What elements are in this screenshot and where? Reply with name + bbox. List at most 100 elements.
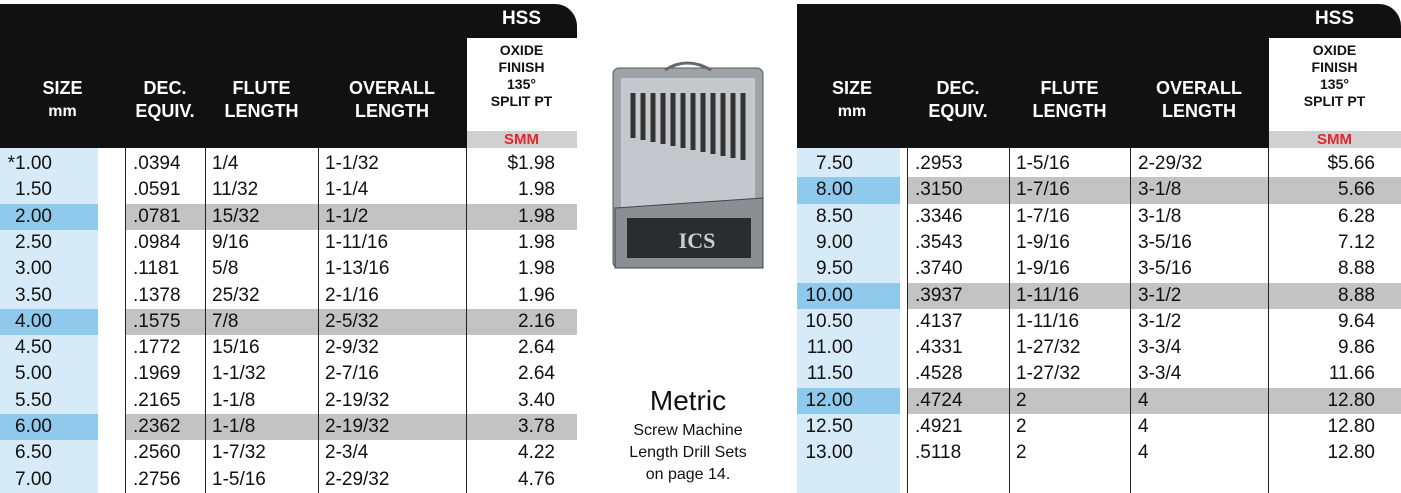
size-cell: 7.00 <box>0 467 52 493</box>
caption-line: Length Drill Sets <box>606 442 770 464</box>
table-cell: 7/8 <box>212 309 238 335</box>
table-cell: .2362 <box>133 414 181 440</box>
table-cell: 1-7/16 <box>1016 177 1070 203</box>
table-cell: 3-5/16 <box>1138 256 1192 282</box>
table-cell: .1181 <box>133 256 179 282</box>
table-cell: 2-5/32 <box>325 309 379 335</box>
size-cell: 1.50 <box>0 177 52 203</box>
table-cell: .4921 <box>915 414 963 440</box>
table-cell: 15/16 <box>212 335 260 361</box>
table-cell: 1-9/16 <box>1016 230 1070 256</box>
table-cell: 1-5/16 <box>212 467 266 493</box>
table-cell: .2165 <box>133 388 181 414</box>
column-header: mm <box>797 101 907 122</box>
table-cell: .0394 <box>133 151 181 177</box>
table-cell: 25/32 <box>212 283 260 309</box>
size-cell: 9.00 <box>797 230 853 256</box>
table-cell: 3-1/2 <box>1138 309 1181 335</box>
caption-line: on page 14. <box>606 464 770 486</box>
table-cell: .4528 <box>915 361 963 387</box>
table-cell: 2 <box>1016 388 1027 414</box>
group-header: HSS <box>466 8 577 30</box>
column-header: mm <box>0 101 125 122</box>
price-header-line: OXIDE <box>1268 42 1401 59</box>
table-cell: 3-1/8 <box>1138 177 1181 203</box>
table-cell: 1-1/32 <box>212 361 266 387</box>
table-cell: 1-11/16 <box>325 230 388 256</box>
size-cell: 13.00 <box>797 440 853 466</box>
price-cell: 1.98 <box>466 256 555 282</box>
column-header: EQUIV. <box>125 101 205 122</box>
table-cell: .4137 <box>915 309 963 335</box>
column-divider <box>907 148 908 493</box>
grade-header: SMM <box>1268 131 1401 148</box>
table-cell: .2560 <box>133 440 181 466</box>
price-cell: 1.98 <box>466 177 555 203</box>
column-header: OVERALL <box>1130 78 1268 99</box>
table-cell: 3-1/8 <box>1138 204 1181 230</box>
table-cell: 1-5/16 <box>1016 151 1070 177</box>
price-header-line: OXIDE <box>466 42 577 59</box>
size-cell: 3.50 <box>0 283 52 309</box>
table-cell: 4 <box>1138 388 1149 414</box>
table-cell: 9/16 <box>212 230 249 256</box>
table-cell: 2-19/32 <box>325 414 389 440</box>
table-cell: 1-11/16 <box>1016 309 1079 335</box>
size-cell: 2.50 <box>0 230 52 256</box>
table-cell: 3-3/4 <box>1138 335 1181 361</box>
table-cell: 2-29/32 <box>325 467 389 493</box>
price-cell: 1.98 <box>466 204 555 230</box>
table-cell: .3937 <box>915 283 963 309</box>
table-cell: 2-3/4 <box>325 440 368 466</box>
table-cell: .0591 <box>133 177 181 203</box>
table-cell: .3150 <box>915 177 963 203</box>
table-cell: 3-5/16 <box>1138 230 1192 256</box>
table-cell: .4724 <box>915 388 963 414</box>
price-cell: 8.88 <box>1268 283 1375 309</box>
column-header: FLUTE <box>205 78 318 99</box>
size-cell: 12.00 <box>797 388 853 414</box>
table-cell: 1/4 <box>212 151 238 177</box>
size-cell: 5.50 <box>0 388 52 414</box>
table-cell: 11/32 <box>212 177 258 203</box>
table-cell: .0984 <box>133 230 181 256</box>
size-cell: 4.50 <box>0 335 52 361</box>
product-image: ICS <box>607 58 769 273</box>
column-header: EQUIV. <box>907 101 1009 122</box>
price-cell: 6.28 <box>1268 204 1375 230</box>
price-header-line: FINISH <box>1268 59 1401 76</box>
table-cell: .1378 <box>133 283 181 309</box>
price-header-line: 135° <box>466 76 577 93</box>
price-cell: 2.64 <box>466 335 555 361</box>
price-cell: 2.16 <box>466 309 555 335</box>
page: ICS Metric Screw MachineLength Drill Set… <box>0 0 1401 493</box>
table-cell: 1-1/32 <box>325 151 379 177</box>
size-cell: 12.50 <box>797 414 853 440</box>
table-cell: 3-3/4 <box>1138 361 1181 387</box>
column-divider <box>205 148 206 493</box>
table-cell: 1-7/32 <box>212 440 266 466</box>
price-cell: 2.64 <box>466 361 555 387</box>
size-cell: 8.50 <box>797 204 853 230</box>
grade-header: SMM <box>466 131 577 148</box>
table-cell: .3543 <box>915 230 963 256</box>
caption-title: Metric <box>606 385 770 417</box>
price-header-line: FINISH <box>466 59 577 76</box>
column-divider <box>318 148 319 493</box>
size-cell: 10.50 <box>797 309 853 335</box>
size-cell: 2.00 <box>0 204 52 230</box>
table-cell: 1-1/2 <box>325 204 368 230</box>
column-divider <box>125 148 126 493</box>
price-cell: 11.66 <box>1268 361 1375 387</box>
price-cell: 4.22 <box>466 440 555 466</box>
price-header-line: 135° <box>1268 76 1401 93</box>
size-cell: 5.00 <box>0 361 52 387</box>
price-cell: 5.66 <box>1268 177 1375 203</box>
size-cell: 3.00 <box>0 256 52 282</box>
table-cell: 1-27/32 <box>1016 335 1080 361</box>
price-cell: 1.98 <box>466 230 555 256</box>
table-cell: .1575 <box>133 309 181 335</box>
table-cell: 2-29/32 <box>1138 151 1202 177</box>
caption-line: Screw Machine <box>606 420 770 442</box>
